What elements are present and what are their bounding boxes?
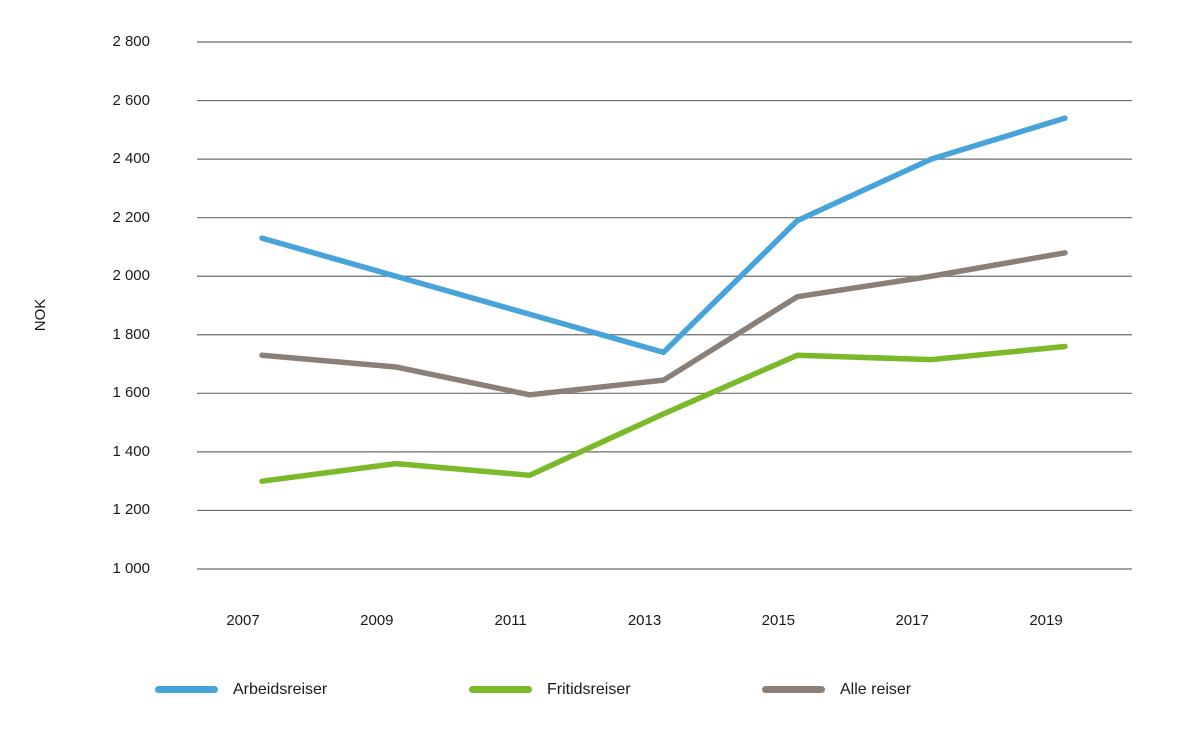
- y-tick-label-1800: 1 800: [112, 325, 150, 343]
- legend-swatch-arbeidsreiser: [155, 686, 218, 693]
- legend-label-alle-reiser: Alle reiser: [840, 680, 912, 698]
- legend-swatch-fritidsreiser: [469, 686, 532, 693]
- x-tick-label-2009: 2009: [360, 612, 394, 629]
- y-tick-label-1200: 1 200: [112, 501, 150, 519]
- y-tick-label-1600: 1 600: [112, 384, 150, 402]
- gridlines: [197, 41, 1132, 570]
- legend-swatch-alle-reiser: [762, 686, 825, 693]
- y-tick-label-2800: 2 800: [112, 33, 150, 50]
- x-tick-label-2017: 2017: [895, 612, 929, 629]
- y-tick-label-1000: 1 000: [112, 560, 150, 577]
- x-tick-label-2011: 2011: [494, 612, 527, 629]
- legend-item-fritidsreiser: Fritidsreiser: [469, 681, 631, 698]
- x-tick-label-2019: 2019: [1029, 612, 1063, 629]
- x-tick-label-2013: 2013: [627, 612, 662, 629]
- series-line-alle-reiser: [259, 250, 1068, 398]
- y-tick-label-2200: 2 200: [112, 208, 150, 226]
- y-tick-label-2600: 2 600: [112, 91, 150, 109]
- legend-label-fritidsreiser: Fritidsreiser: [547, 680, 631, 698]
- series-line-fritidsreiser: [259, 343, 1068, 484]
- series-line-arbeidsreiser: [259, 115, 1068, 356]
- x-tick-label-2007: 2007: [226, 612, 260, 629]
- legend-item-arbeidsreiser: Arbeidsreiser: [155, 681, 327, 698]
- y-tick-label-2000: 2 000: [112, 267, 150, 285]
- y-axis-title: NOK: [32, 298, 49, 332]
- y-tick-label-1400: 1 400: [112, 442, 150, 460]
- legend-label-arbeidsreiser: Arbeidsreiser: [233, 680, 328, 698]
- legend-item-alle-reiser: Alle reiser: [762, 681, 911, 698]
- y-tick-label-2400: 2 400: [112, 150, 150, 168]
- x-tick-label-2015: 2015: [761, 612, 796, 629]
